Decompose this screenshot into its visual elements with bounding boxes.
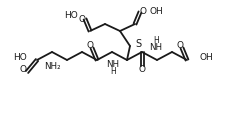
Text: OH: OH — [199, 54, 213, 62]
Text: O: O — [87, 40, 94, 50]
Text: NH₂: NH₂ — [44, 62, 60, 71]
Text: NH: NH — [150, 43, 163, 52]
Text: NH: NH — [106, 60, 120, 69]
Text: O: O — [139, 64, 146, 74]
Text: O: O — [78, 14, 85, 24]
Text: HO: HO — [13, 54, 27, 62]
Text: OH: OH — [149, 8, 163, 16]
Text: S: S — [135, 39, 141, 49]
Text: H: H — [110, 67, 116, 76]
Text: O: O — [176, 40, 183, 50]
Text: O: O — [19, 66, 26, 74]
Text: O: O — [139, 8, 146, 16]
Text: H: H — [153, 36, 159, 45]
Text: HO: HO — [64, 12, 78, 20]
